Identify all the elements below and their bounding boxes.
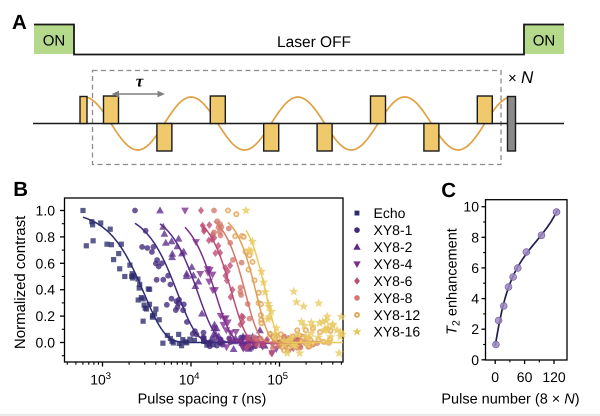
svg-text:4: 4 — [194, 371, 200, 382]
svg-text:ON: ON — [533, 33, 556, 50]
svg-text:XY8-8: XY8-8 — [374, 290, 413, 306]
svg-text:B: B — [13, 178, 28, 201]
svg-text:10: 10 — [90, 372, 106, 388]
svg-text:XY8-6: XY8-6 — [374, 273, 413, 289]
svg-text:Pulse spacing τ (ns): Pulse spacing τ (ns) — [138, 392, 267, 408]
svg-text:120: 120 — [542, 369, 566, 385]
svg-text:×: × — [508, 70, 517, 87]
svg-text:2: 2 — [471, 321, 479, 337]
svg-text:10: 10 — [179, 372, 195, 388]
svg-text:Pulse number (8 × N): Pulse number (8 × N) — [441, 392, 579, 408]
svg-text:0: 0 — [491, 369, 499, 385]
svg-text:τ: τ — [136, 72, 144, 91]
svg-text:0.8: 0.8 — [36, 229, 56, 245]
svg-text:3: 3 — [106, 371, 111, 382]
svg-text:5: 5 — [283, 371, 288, 382]
svg-text:C: C — [441, 179, 456, 202]
svg-text:10: 10 — [267, 372, 283, 388]
svg-text:6: 6 — [471, 260, 479, 276]
svg-text:Echo: Echo — [374, 205, 406, 221]
svg-text:0.6: 0.6 — [36, 255, 56, 271]
svg-text:XY8-1: XY8-1 — [374, 222, 413, 238]
svg-text:0: 0 — [471, 352, 479, 368]
svg-text:0.2: 0.2 — [36, 308, 56, 324]
svg-text:T2 enhancement: T2 enhancement — [445, 228, 463, 335]
svg-text:4: 4 — [471, 291, 479, 307]
svg-text:XY8-16: XY8-16 — [374, 324, 421, 340]
svg-text:Laser OFF: Laser OFF — [277, 34, 351, 51]
svg-text:XY8-4: XY8-4 — [374, 256, 413, 272]
svg-text:60: 60 — [517, 369, 533, 385]
svg-text:0.0: 0.0 — [36, 335, 56, 351]
svg-text:10: 10 — [463, 199, 479, 215]
svg-text:XY8-2: XY8-2 — [374, 239, 413, 255]
svg-text:Normalized contrast: Normalized contrast — [12, 215, 29, 349]
svg-text:A: A — [12, 11, 27, 34]
svg-text:ON: ON — [43, 33, 66, 50]
svg-text:8: 8 — [471, 229, 479, 245]
svg-text:N: N — [521, 68, 534, 87]
svg-text:XY8-12: XY8-12 — [374, 307, 421, 323]
svg-text:1.0: 1.0 — [36, 203, 56, 219]
svg-text:0.4: 0.4 — [36, 282, 56, 298]
